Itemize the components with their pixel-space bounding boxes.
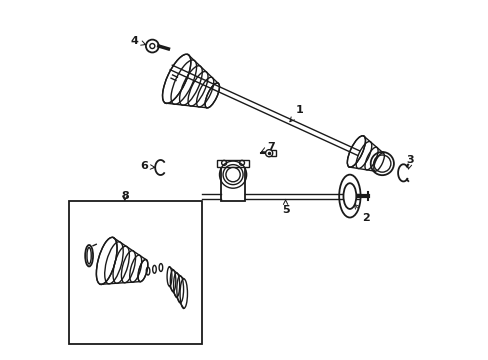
Polygon shape [201, 194, 221, 199]
Ellipse shape [204, 83, 219, 108]
Ellipse shape [370, 152, 393, 175]
Polygon shape [244, 194, 358, 199]
Text: 4: 4 [131, 36, 145, 46]
Ellipse shape [96, 237, 117, 284]
Bar [270, 150, 276, 157]
Ellipse shape [343, 183, 356, 209]
Ellipse shape [373, 153, 384, 171]
Text: 2: 2 [353, 204, 369, 222]
Text: 1: 1 [289, 105, 303, 122]
Polygon shape [170, 65, 359, 156]
Circle shape [145, 40, 159, 53]
Circle shape [225, 167, 240, 182]
Circle shape [265, 150, 272, 157]
Text: 7: 7 [261, 142, 275, 152]
Text: 3: 3 [406, 156, 413, 169]
Text: 8: 8 [121, 191, 128, 201]
Ellipse shape [162, 54, 190, 103]
Ellipse shape [346, 136, 365, 167]
Ellipse shape [138, 260, 147, 282]
Bar [221, 166, 244, 202]
Polygon shape [171, 75, 177, 80]
Bar [69, 202, 201, 344]
Text: 6: 6 [140, 161, 155, 171]
Text: 5: 5 [281, 200, 289, 215]
Bar [217, 159, 248, 167]
